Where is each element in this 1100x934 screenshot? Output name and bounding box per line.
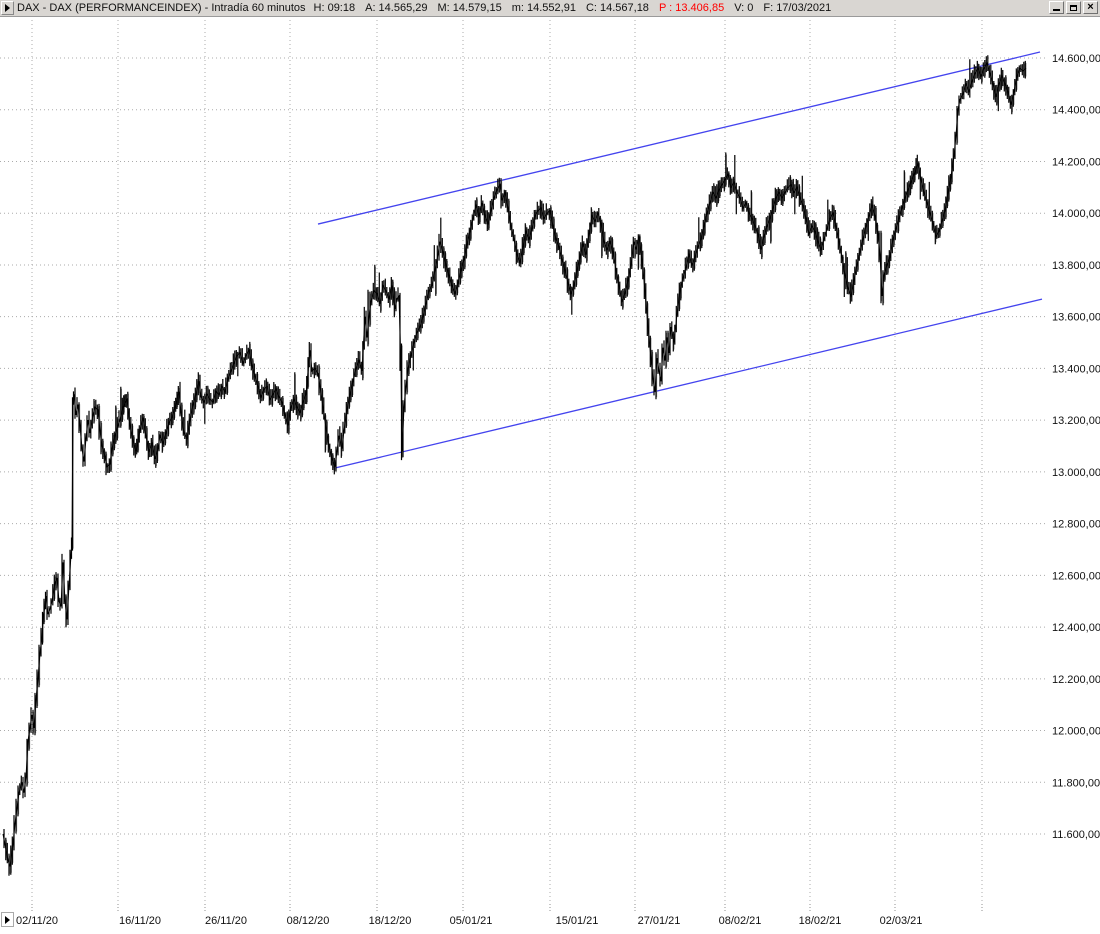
y-axis-label: 12.200,00 (1052, 674, 1100, 686)
x-axis-label: 05/01/21 (450, 915, 493, 927)
channel-line-lower (334, 298, 1043, 469)
titlebar-menu-button[interactable] (1, 1, 14, 15)
close-icon: × (1087, 1, 1094, 13)
x-axis-label: 16/11/20 (119, 915, 161, 927)
y-axis-label: 11.800,00 (1052, 777, 1100, 789)
y-axis-label: 14.600,00 (1052, 53, 1100, 65)
restore-icon (1070, 5, 1077, 11)
x-axis-label: 26/11/20 (205, 915, 247, 927)
x-axis-label: 08/12/20 (287, 915, 330, 927)
restore-button[interactable] (1066, 1, 1081, 14)
y-axis-label: 12.600,00 (1052, 570, 1100, 582)
stat-H: H: 09:18 (313, 2, 356, 14)
y-axis-label: 11.600,00 (1052, 829, 1100, 841)
x-axis-label: 08/02/21 (719, 915, 762, 927)
stat-P: P : 13.406,85 (658, 2, 725, 14)
candles (3, 55, 1026, 876)
window-titlebar: DAX - DAX (PERFORMANCEINDEX) - Intradía … (0, 0, 1100, 17)
stat-C: C: 14.567,18 (585, 2, 649, 14)
y-axis-label: 13.800,00 (1052, 260, 1100, 272)
channel-line-upper (317, 51, 1041, 225)
y-axis-label: 13.400,00 (1052, 363, 1100, 375)
chart-title: DAX - DAX (PERFORMANCEINDEX) - Intradía … (17, 2, 306, 14)
stat-A: A: 14.565,29 (365, 2, 428, 14)
y-axis-label: 14.200,00 (1052, 156, 1100, 168)
close-button[interactable]: × (1083, 1, 1098, 14)
y-axis-label: 13.200,00 (1052, 415, 1100, 427)
stat-V: V: 0 (734, 2, 754, 14)
candles-shadow (6, 62, 1027, 874)
play-icon (5, 915, 10, 924)
window-buttons: × (1049, 1, 1098, 14)
x-axis-label: 27/01/21 (638, 915, 681, 927)
y-axis-label: 12.400,00 (1052, 622, 1100, 634)
y-axis-label: 12.000,00 (1052, 726, 1100, 738)
y-axis-label: 14.400,00 (1052, 105, 1100, 117)
stat-m: m: 14.552,91 (511, 2, 576, 14)
x-axis-label: 18/02/21 (799, 915, 842, 927)
minimize-icon (1053, 9, 1060, 11)
x-axis-label: 18/12/20 (369, 915, 412, 927)
x-axis-label: 02/11/20 (16, 915, 58, 927)
stat-M: M: 14.579,15 (437, 2, 502, 14)
quote-stats: H: 09:18 A: 14.565,29 M: 14.579,15 m: 14.55… (314, 2, 832, 14)
minimize-button[interactable] (1049, 1, 1064, 14)
bottom-axis-menu-button[interactable] (1, 912, 14, 927)
y-axis-label: 12.800,00 (1052, 519, 1100, 531)
y-axis-label: 13.000,00 (1052, 467, 1100, 479)
x-axis-label: 02/03/21 (880, 915, 923, 927)
y-axis-label: 14.000,00 (1052, 208, 1100, 220)
play-icon (5, 4, 10, 12)
y-axis-label: 13.600,00 (1052, 312, 1100, 324)
stat-F: F: 17/03/2021 (763, 2, 832, 14)
x-axis-label: 15/01/21 (556, 915, 599, 927)
